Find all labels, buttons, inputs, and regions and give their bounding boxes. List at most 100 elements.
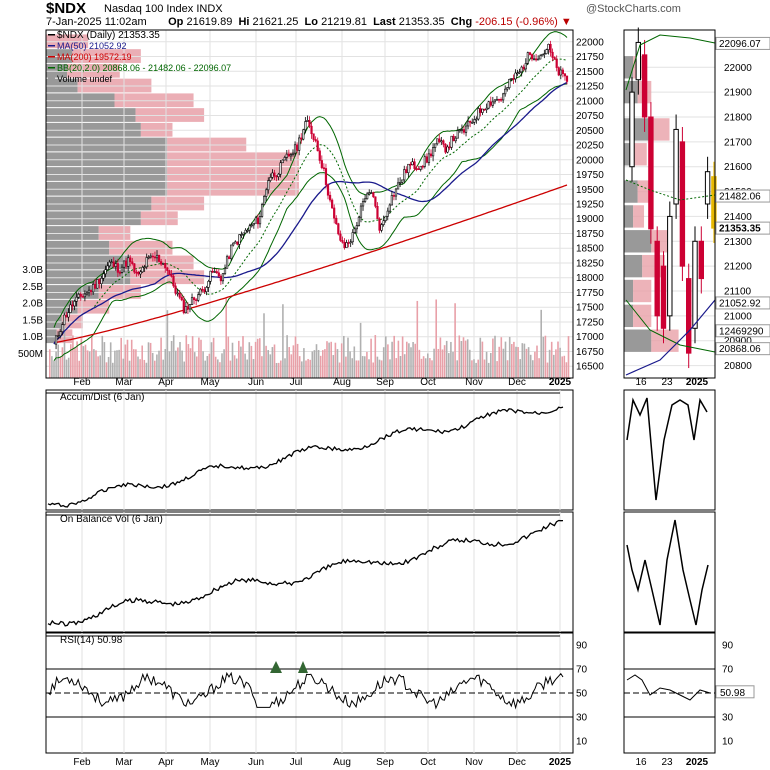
candle-body xyxy=(125,260,128,267)
candle-body xyxy=(205,287,208,292)
zoom-vbp-red xyxy=(633,304,652,328)
candle-body xyxy=(118,272,122,274)
month-label: Jun xyxy=(248,377,264,388)
candle-body xyxy=(312,133,315,140)
zoom-panel-frame xyxy=(623,29,716,379)
candle-body xyxy=(195,299,198,301)
candle-body xyxy=(75,296,78,302)
volume-bar xyxy=(210,342,213,378)
volume-bar xyxy=(378,359,381,378)
vbp-bar-red xyxy=(46,34,89,49)
candle-body xyxy=(419,165,422,170)
rsi-overbought-fill xyxy=(298,661,308,673)
candle-body xyxy=(219,275,222,282)
volume-bar xyxy=(546,362,549,378)
volume-bar xyxy=(147,342,150,378)
candle-body xyxy=(357,216,361,226)
candle-body xyxy=(314,139,317,142)
candle-body xyxy=(403,169,406,181)
volume-bar xyxy=(479,337,482,378)
zoom-obv-frame xyxy=(623,511,716,633)
candle-body xyxy=(265,189,268,197)
volume-bar xyxy=(317,349,320,378)
candle-body xyxy=(240,234,243,236)
volume-bar xyxy=(385,336,387,378)
candle-body xyxy=(376,205,379,220)
price-tick-label: 19750 xyxy=(576,170,604,181)
volume-bar xyxy=(448,353,450,378)
volume-bar xyxy=(114,350,116,378)
volume-bar xyxy=(126,339,129,378)
month-label: Feb xyxy=(73,377,91,388)
candle-body xyxy=(324,168,328,185)
volume-bar xyxy=(506,360,509,378)
volume-bar xyxy=(340,343,343,378)
volume-bar xyxy=(158,350,160,378)
candle-body xyxy=(114,263,117,267)
candle-body xyxy=(63,314,66,325)
zoom-candle-body xyxy=(641,54,648,118)
candle-body xyxy=(555,59,558,68)
obv-line xyxy=(47,519,564,627)
volume-bar xyxy=(143,359,146,378)
candle-body xyxy=(318,150,321,161)
candle-body xyxy=(475,118,478,121)
bottom-zoom-x-label: 16 xyxy=(635,757,647,768)
volume-bar xyxy=(525,348,528,378)
candle-body xyxy=(85,292,89,295)
volume-tick-label: 2.0B xyxy=(22,299,43,310)
candle-body xyxy=(289,154,293,157)
price-tick-label: 17000 xyxy=(576,332,604,343)
candle-body xyxy=(561,69,564,75)
volume-bar xyxy=(311,351,314,378)
price-tick-label: 18000 xyxy=(576,273,604,284)
volume-bar xyxy=(225,298,227,378)
zoom-rsi-tick: 30 xyxy=(722,713,734,724)
candle-body xyxy=(260,204,264,217)
candle-body xyxy=(481,108,484,113)
price-tick-label: 16500 xyxy=(576,362,604,373)
volume-bar xyxy=(389,359,391,378)
candle-body xyxy=(302,129,305,140)
brand-label: @StockCharts.com xyxy=(586,3,681,15)
candle-body xyxy=(530,54,534,60)
candle-body xyxy=(207,280,210,288)
volume-bar xyxy=(343,335,345,378)
volume-tick-label: 3.0B xyxy=(22,265,43,276)
volume-bar xyxy=(288,347,290,378)
candle-body xyxy=(285,153,288,158)
volume-bar xyxy=(212,337,215,378)
volume-bar xyxy=(492,338,494,378)
volume-bar xyxy=(536,345,538,378)
down-arrow-icon: ▼ xyxy=(560,16,572,28)
volume-bar xyxy=(336,349,339,378)
candle-body xyxy=(153,256,157,259)
volume-bar xyxy=(177,347,179,378)
volume-bar xyxy=(259,338,261,378)
candle-body xyxy=(349,241,352,244)
volume-bar xyxy=(490,353,492,378)
volume-bar xyxy=(204,360,206,378)
volume-tick-label: 500M xyxy=(18,349,43,360)
volume-bar xyxy=(149,342,152,378)
volume-bar xyxy=(181,350,183,378)
candle-body xyxy=(308,120,311,127)
candle-body xyxy=(339,233,342,241)
candle-body xyxy=(508,79,511,89)
volume-bar xyxy=(494,335,496,378)
month-label: Mar xyxy=(115,377,133,388)
volume-bar xyxy=(67,357,70,378)
accum-title: Accum/Dist (6 Jan) xyxy=(60,392,144,403)
volume-bar xyxy=(565,362,568,378)
candle-body xyxy=(322,167,325,169)
volume-bar xyxy=(450,341,452,378)
volume-bar xyxy=(454,303,456,378)
candle-body xyxy=(366,193,369,200)
price-tick-label: 17750 xyxy=(576,288,604,299)
candle-body xyxy=(61,324,64,333)
zoom-candle-body xyxy=(692,240,698,329)
candle-body xyxy=(337,223,340,235)
volume-bar xyxy=(97,356,99,378)
volume-bar xyxy=(397,340,400,378)
candle-body xyxy=(452,135,455,142)
